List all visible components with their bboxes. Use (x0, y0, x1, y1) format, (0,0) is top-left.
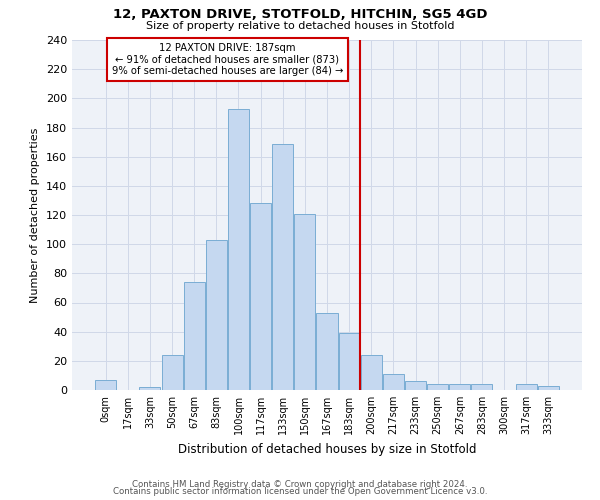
Text: Contains HM Land Registry data © Crown copyright and database right 2024.: Contains HM Land Registry data © Crown c… (132, 480, 468, 489)
Bar (449, 384, 470, 390)
Bar (405, 381, 426, 390)
Bar (295, 214, 316, 390)
Bar (316, 312, 338, 390)
Bar (139, 387, 160, 390)
Bar (272, 144, 293, 390)
Bar (515, 384, 536, 390)
Text: Contains public sector information licensed under the Open Government Licence v3: Contains public sector information licen… (113, 487, 487, 496)
Bar (95, 380, 116, 390)
Bar (472, 384, 493, 390)
Bar (427, 384, 448, 390)
Bar (361, 355, 382, 390)
Y-axis label: Number of detached properties: Number of detached properties (31, 128, 40, 302)
Bar (206, 240, 227, 390)
Bar (383, 374, 404, 390)
Text: 12 PAXTON DRIVE: 187sqm
← 91% of detached houses are smaller (873)
9% of semi-de: 12 PAXTON DRIVE: 187sqm ← 91% of detache… (112, 43, 343, 76)
Text: 12, PAXTON DRIVE, STOTFOLD, HITCHIN, SG5 4GD: 12, PAXTON DRIVE, STOTFOLD, HITCHIN, SG5… (113, 8, 487, 20)
Bar (184, 282, 205, 390)
Bar (250, 204, 271, 390)
Bar (228, 108, 249, 390)
X-axis label: Distribution of detached houses by size in Stotfold: Distribution of detached houses by size … (178, 442, 476, 456)
Text: Size of property relative to detached houses in Stotfold: Size of property relative to detached ho… (146, 21, 454, 31)
Bar (161, 355, 182, 390)
Bar (338, 333, 359, 390)
Bar (538, 386, 559, 390)
